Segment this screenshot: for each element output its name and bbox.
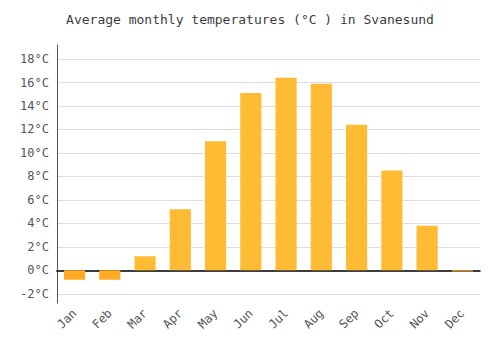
svg-text:2°C: 2°C [27,240,49,254]
svg-text:Feb: Feb [90,306,115,331]
svg-text:14°C: 14°C [20,99,49,113]
svg-text:8°C: 8°C [27,169,49,183]
svg-text:Oct: Oct [372,306,397,331]
svg-text:6°C: 6°C [27,193,49,207]
svg-text:-2°C: -2°C [20,287,49,301]
svg-text:Jul: Jul [266,306,291,331]
svg-text:Jun: Jun [231,306,256,331]
svg-text:16°C: 16°C [20,76,49,90]
svg-text:0°C: 0°C [27,263,49,277]
svg-text:Mar: Mar [125,306,150,331]
svg-text:4°C: 4°C [27,216,49,230]
svg-text:18°C: 18°C [20,52,49,66]
svg-text:Aug: Aug [301,306,326,331]
svg-text:Dec: Dec [442,306,467,331]
svg-text:Sep: Sep [336,306,361,331]
svg-text:Average monthly temperatures (: Average monthly temperatures (°C ) in Sv… [66,12,434,27]
svg-text:12°C: 12°C [20,122,49,136]
svg-text:May: May [195,306,220,331]
svg-text:10°C: 10°C [20,146,49,160]
svg-text:Nov: Nov [407,306,432,331]
svg-text:Jan: Jan [54,306,79,331]
svg-text:Apr: Apr [160,306,185,331]
